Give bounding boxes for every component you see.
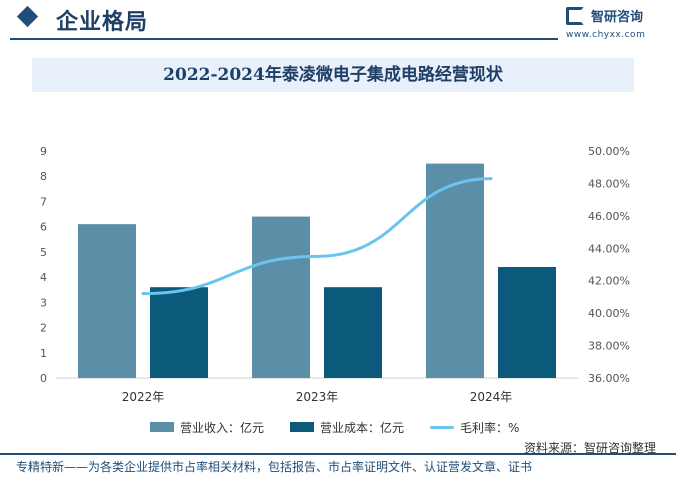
x-tick-label: 2022年 [122, 390, 165, 404]
chart-area: 0 1 2 3 4 5 6 7 8 9 36.00% 38.00% 40.00% 42.00% 44.00%… [40, 145, 630, 404]
bar-cost [324, 287, 382, 378]
bar-cost [498, 267, 556, 378]
legend: 营业收入：亿元 营业成本：亿元 毛利率：% [0, 418, 676, 436]
bar-revenue [252, 216, 310, 378]
right-tick-label: 38.00% [588, 340, 630, 353]
logo-icon [566, 7, 584, 25]
right-tick-label: 42.00% [588, 275, 630, 288]
brand-logo: 智研咨询 www.chyxx.com [566, 6, 670, 40]
legend-item-cost: 营业成本：亿元 [290, 418, 404, 436]
legend-item-margin: 毛利率：% [430, 418, 519, 436]
left-tick-label: 2 [40, 322, 47, 335]
right-tick-label: 36.00% [588, 372, 630, 385]
legend-swatch-revenue [150, 422, 174, 432]
left-tick-label: 6 [40, 221, 47, 234]
bar-cost [150, 287, 208, 378]
footer-text: 专精特新——为各类企业提供市占率相关材料，包括报告、市占率证明文件、认证营发文章… [16, 460, 533, 474]
left-tick-label: 5 [40, 246, 47, 259]
left-tick-label: 3 [40, 296, 47, 309]
right-tick-label: 40.00% [588, 307, 630, 320]
point-margin [315, 254, 319, 258]
chart-title: 2022-2024年泰凌微电子集成电路经营现状 [32, 58, 634, 92]
header-divider [10, 38, 558, 40]
logo-name: 智研咨询 [591, 10, 644, 25]
source-note: 资料来源：智研咨询整理 [523, 441, 656, 455]
legend-swatch-cost [290, 422, 314, 432]
left-tick-label: 8 [40, 170, 47, 183]
left-tick-label: 4 [40, 271, 47, 284]
logo-url: www.chyxx.com [566, 30, 646, 40]
legend-label-cost: 营业成本：亿元 [320, 420, 405, 435]
legend-swatch-margin [430, 425, 454, 429]
left-tick-label: 0 [40, 372, 47, 385]
left-tick-label: 1 [40, 347, 47, 360]
bar-revenue [426, 163, 484, 378]
bar-revenue [78, 224, 136, 378]
header: 企业格局 智研咨询 www.chyxx.com [0, 0, 676, 46]
point-margin [489, 177, 493, 181]
point-margin [141, 292, 145, 296]
legend-label-margin: 毛利率：% [460, 420, 520, 435]
diamond-icon [16, 5, 39, 28]
right-tick-label: 44.00% [588, 242, 630, 255]
x-tick-label: 2024年 [470, 390, 513, 404]
legend-item-revenue: 营业收入：亿元 [150, 418, 264, 436]
section-title: 企业格局 [56, 10, 149, 35]
left-tick-label: 7 [40, 195, 47, 208]
left-tick-label: 9 [40, 145, 47, 158]
legend-label-revenue: 营业收入：亿元 [180, 420, 265, 435]
right-tick-label: 46.00% [588, 210, 630, 223]
right-tick-label: 50.00% [588, 145, 630, 158]
x-tick-label: 2023年 [296, 390, 339, 404]
footer-divider [0, 453, 676, 455]
right-tick-label: 48.00% [588, 177, 630, 190]
